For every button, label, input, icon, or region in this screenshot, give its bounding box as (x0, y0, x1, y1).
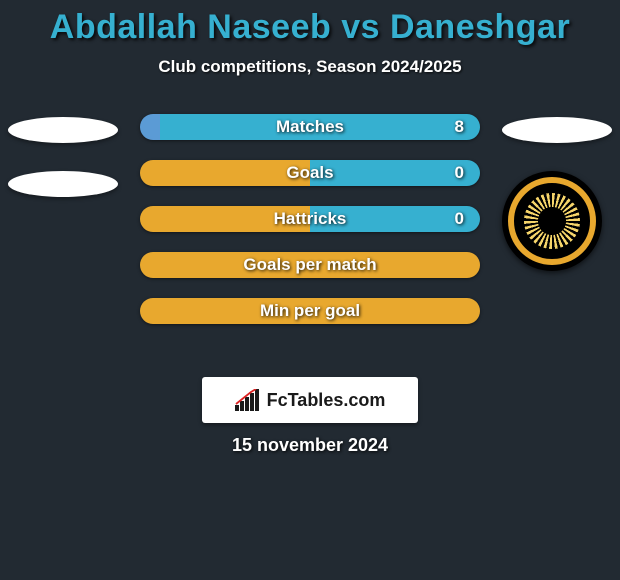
page-subtitle: Club competitions, Season 2024/2025 (0, 57, 620, 77)
stat-rows: Matches8Goals0Hattricks0Goals per matchM… (140, 114, 480, 344)
footer-date: 15 november 2024 (0, 435, 620, 456)
stat-value-right: 0 (455, 160, 464, 186)
stat-label: Goals (140, 160, 480, 186)
left-badge-column (8, 117, 118, 225)
stat-value-right: 8 (455, 114, 464, 140)
stat-row: Matches8 (140, 114, 480, 140)
footer-logo: FcTables.com (202, 377, 418, 423)
placeholder-ellipse (502, 117, 612, 143)
comparison-card: Abdallah Naseeb vs Daneshgar Club compet… (0, 0, 620, 456)
placeholder-ellipse (8, 117, 118, 143)
bar-chart-icon (235, 389, 261, 411)
stat-row: Min per goal (140, 298, 480, 324)
stat-label: Min per goal (140, 298, 480, 324)
stat-label: Goals per match (140, 252, 480, 278)
placeholder-ellipse (8, 171, 118, 197)
club-badge-sunburst-icon (524, 193, 580, 249)
stats-area: Matches8Goals0Hattricks0Goals per matchM… (0, 107, 620, 367)
stat-row: Goals per match (140, 252, 480, 278)
stat-label: Hattricks (140, 206, 480, 232)
stat-value-right: 0 (455, 206, 464, 232)
stat-label: Matches (140, 114, 480, 140)
stat-row: Hattricks0 (140, 206, 480, 232)
right-badge-column (502, 117, 612, 271)
stat-row: Goals0 (140, 160, 480, 186)
footer-logo-text: FcTables.com (267, 390, 386, 411)
club-badge (502, 171, 602, 271)
page-title: Abdallah Naseeb vs Daneshgar (0, 8, 620, 47)
